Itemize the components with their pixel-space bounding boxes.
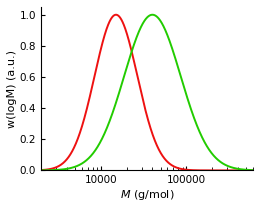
Y-axis label: w(logM) (a.u.): w(logM) (a.u.) — [7, 50, 17, 128]
X-axis label: $\mathit{M}$ (g/mol): $\mathit{M}$ (g/mol) — [120, 188, 174, 202]
